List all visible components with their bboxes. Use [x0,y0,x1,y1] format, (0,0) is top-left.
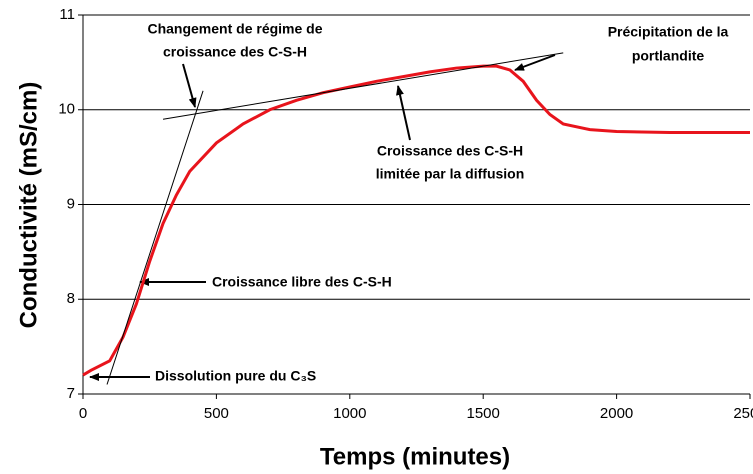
y-tick-label: 9 [67,195,75,212]
line-series [82,64,750,377]
annotation: Croissance des C-S-H [377,143,523,159]
y-tick-label: 7 [67,385,75,402]
x-tick-label: 1000 [333,405,366,422]
x-tick-label: 2500 [733,405,753,422]
arrow [514,54,556,71]
y-axis-title: Conductivité (mS/cm) [15,82,42,329]
arrow [182,63,197,108]
x-tick-label: 500 [204,405,229,422]
annotation: portlandite [632,48,705,64]
line-series [106,90,204,385]
x-tick-label: 2000 [600,405,633,422]
annotation: limitée par la diffusion [376,166,525,182]
annotation: Précipitation de la [608,24,729,40]
y-tick-label: 8 [67,290,75,307]
annotation: Changement de régime de [147,21,322,37]
arrow [396,85,411,141]
x-axis-title: Temps (minutes) [320,443,510,470]
annotation: Croissance libre des C-S-H [212,274,392,290]
annotation: Dissolution pure du C₃S [155,368,316,384]
line-series [162,52,564,120]
y-tick-label: 11 [59,6,75,23]
x-tick-label: 0 [79,405,87,422]
x-tick-label: 1500 [467,405,500,422]
y-tick-label: 10 [58,101,75,118]
annotation: croissance des C-S-H [163,44,307,60]
arrows [89,54,556,381]
